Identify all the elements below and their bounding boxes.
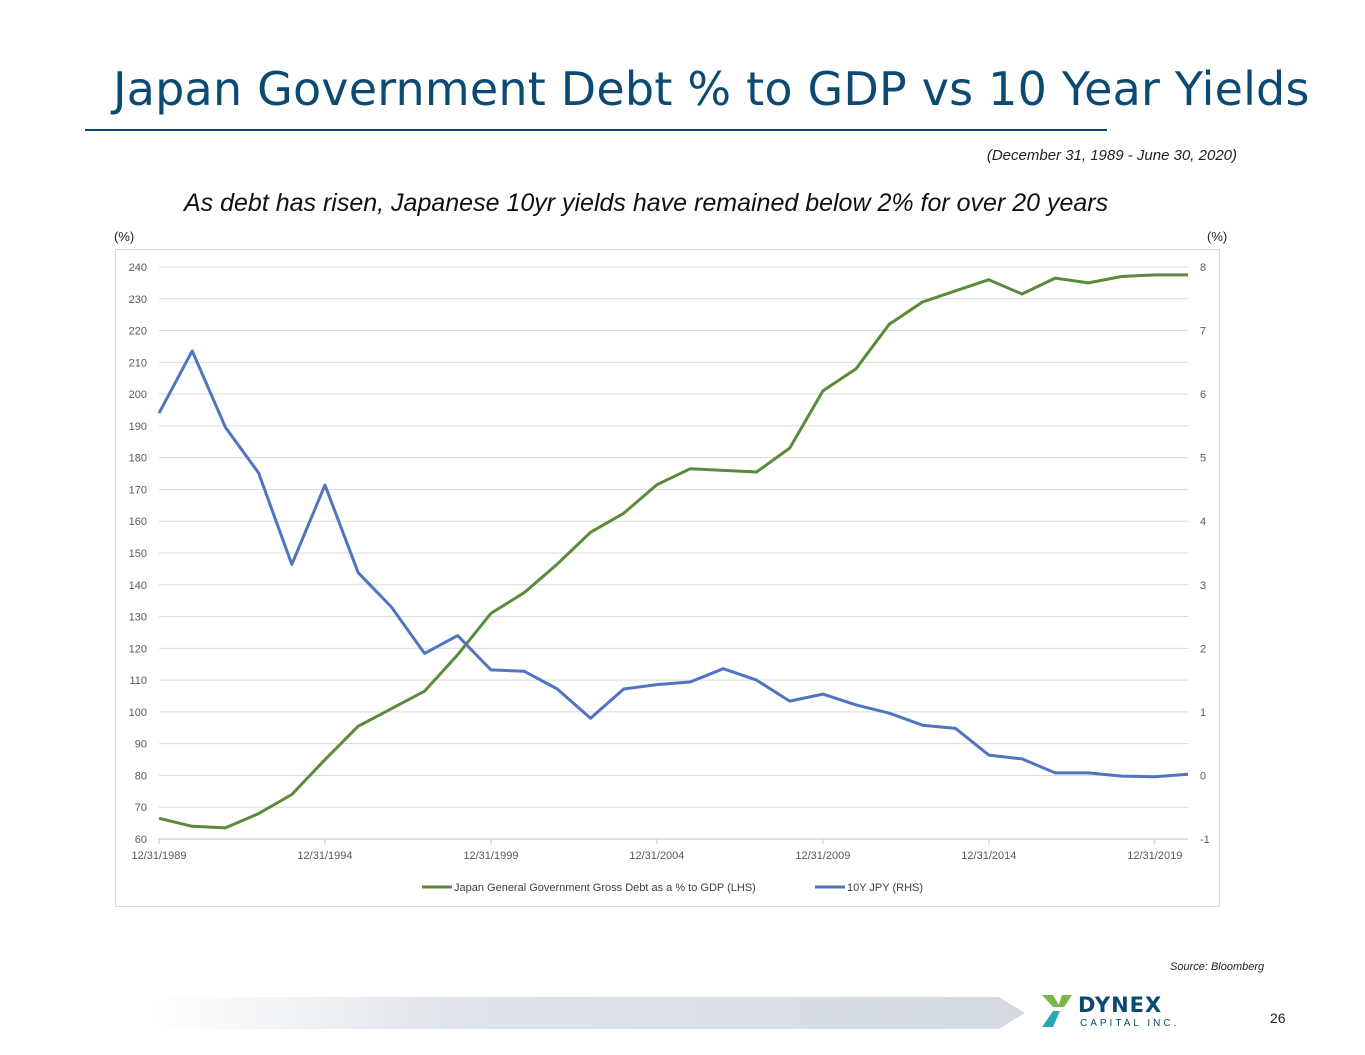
left-axis-tick-label: 80 — [135, 770, 147, 782]
left-axis-tick-label: 90 — [135, 739, 147, 751]
left-axis-tick-label: 180 — [129, 453, 147, 465]
left-axis-tick-label: 100 — [129, 707, 147, 719]
x-axis-tick-label: 12/31/1999 — [463, 850, 518, 862]
company-logo: DYNEX CAPITAL INC. — [1040, 993, 1180, 1029]
left-axis-tick-label: 240 — [129, 262, 147, 274]
left-axis-tick-label: 190 — [129, 421, 147, 433]
x-axis-tick-label: 12/31/1994 — [297, 850, 352, 862]
date-range: (December 31, 1989 - June 30, 2020) — [986, 147, 1237, 164]
right-axis-tick-label: 1 — [1200, 707, 1206, 719]
right-axis-tick-label: 8 — [1200, 262, 1206, 274]
right-axis-tick-label: 3 — [1200, 580, 1206, 592]
debt-series-line — [158, 273, 1188, 830]
x-axis-tick-label: 12/31/2009 — [795, 850, 850, 862]
legend-label-debt: Japan General Government Gross Debt as a… — [454, 882, 756, 894]
footer-band — [150, 997, 1025, 1029]
x-axis-tick-label: 12/31/2019 — [1127, 850, 1182, 862]
x-axis-tick-label: 12/31/2014 — [961, 850, 1016, 862]
right-axis-tick-label: 4 — [1200, 516, 1206, 528]
logo-subtitle: CAPITAL INC. — [1080, 1018, 1180, 1029]
left-axis-tick-label: 60 — [135, 834, 147, 846]
left-axis-tick-label: 170 — [129, 484, 147, 496]
logo-mark-icon — [1042, 995, 1072, 1027]
right-axis-tick-label: 0 — [1200, 770, 1206, 782]
logo-wordmark: DYNEX — [1078, 993, 1163, 1017]
left-axis-tick-label: 120 — [129, 643, 147, 655]
right-axis-tick-label: 7 — [1200, 326, 1206, 338]
yield-series-line — [157, 349, 1189, 779]
x-axis-tick-label: 12/31/2004 — [629, 850, 684, 862]
left-axis-tick-label: 150 — [129, 548, 147, 560]
x-axis-tick-label: 12/31/1989 — [131, 850, 186, 862]
right-axis-tick-label: -1 — [1200, 834, 1210, 846]
left-axis-tick-label: 110 — [129, 675, 147, 687]
title-divider — [85, 129, 1107, 131]
left-axis-tick-label: 130 — [129, 612, 147, 624]
right-axis-tick-label: 6 — [1200, 389, 1206, 401]
right-axis-tick-label: 5 — [1200, 453, 1206, 465]
line-chart: 6070809010011012013014015016017018019020… — [129, 262, 1210, 894]
left-axis-tick-label: 160 — [129, 516, 147, 528]
left-axis-tick-label: 210 — [129, 357, 147, 369]
legend-label-yield: 10Y JPY (RHS) — [847, 882, 923, 894]
slide-subtitle: As debt has risen, Japanese 10yr yields … — [184, 189, 1109, 217]
left-axis-tick-label: 230 — [129, 294, 147, 306]
left-axis-tick-label: 200 — [129, 389, 147, 401]
left-axis-unit: (%) — [114, 229, 135, 244]
source-note: Source: Bloomberg — [1170, 961, 1265, 973]
left-axis-tick-label: 70 — [135, 802, 147, 814]
slide-title: Japan Government Debt % to GDP vs 10 Yea… — [113, 62, 1310, 116]
chart-frame: 60 70 80 90 100 110 120 130 140 150 160 170 180 190 20… — [115, 249, 1220, 907]
page-number: 26 — [1270, 1010, 1286, 1026]
right-axis-tick-label: 2 — [1200, 643, 1206, 655]
left-axis-tick-label: 220 — [129, 326, 147, 338]
left-axis-tick-label: 140 — [129, 580, 147, 592]
right-axis-unit: (%) — [1207, 229, 1228, 244]
